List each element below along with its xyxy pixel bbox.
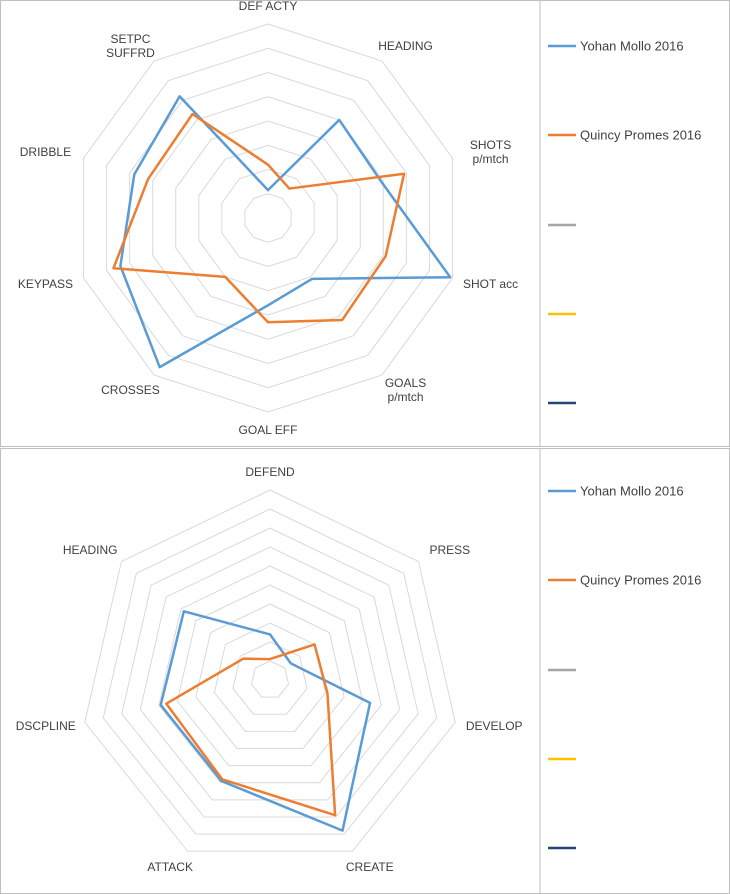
axis-label: GOALS p/mtch [384, 375, 427, 404]
grid-ring [198, 144, 338, 292]
axis-label: HEADING [62, 543, 118, 558]
panel-frame [0, 448, 730, 894]
axis-label: HEADING [378, 39, 433, 54]
grid-ring [121, 527, 419, 818]
grid-ring [84, 489, 456, 852]
grid-ring [176, 584, 364, 767]
axis-label: CREATE [345, 860, 394, 875]
axis-label: GOAL EFF [238, 423, 298, 437]
axis-label: DSCPLINE [15, 719, 76, 734]
axis-label: SHOT acc [462, 276, 519, 291]
series-line [165, 643, 337, 817]
grid-ring [232, 641, 308, 715]
series-line [112, 112, 406, 324]
axis-label: ATTACK [147, 860, 193, 875]
series-line [119, 95, 452, 369]
panel-frame [0, 0, 730, 447]
legend-label: Yohan Mollo 2016 [580, 38, 684, 54]
grid-ring [158, 565, 382, 784]
axis-label: PRESS [429, 543, 471, 558]
grid-ring [195, 603, 345, 749]
grid-ring [106, 47, 430, 389]
grid-ring [82, 23, 454, 413]
grid-ring [152, 96, 384, 340]
grid-ring [129, 71, 407, 365]
axis-label: DEVELOP [465, 719, 523, 734]
grid-ring [213, 622, 327, 732]
grid-ring [244, 193, 292, 243]
legend-label: Quincy Promes 2016 [580, 572, 702, 588]
axis-label: SETPC SUFFRD [106, 32, 155, 61]
grid-ring [102, 508, 438, 835]
legend-label: Yohan Mollo 2016 [580, 483, 684, 499]
axis-label: DEFEND [245, 465, 295, 479]
grid-ring [250, 660, 290, 698]
grid-ring [221, 168, 315, 268]
grid-ring [175, 120, 361, 316]
axis-label: KEYPASS [17, 276, 74, 291]
axis-label: SHOTS p/mtch [469, 138, 512, 167]
axis-label: DEF ACTY [238, 0, 298, 13]
legend-label: Quincy Promes 2016 [580, 127, 702, 143]
axis-label: DRIBBLE [19, 145, 72, 160]
series-line [159, 610, 372, 832]
axis-label: CROSSES [101, 382, 160, 397]
